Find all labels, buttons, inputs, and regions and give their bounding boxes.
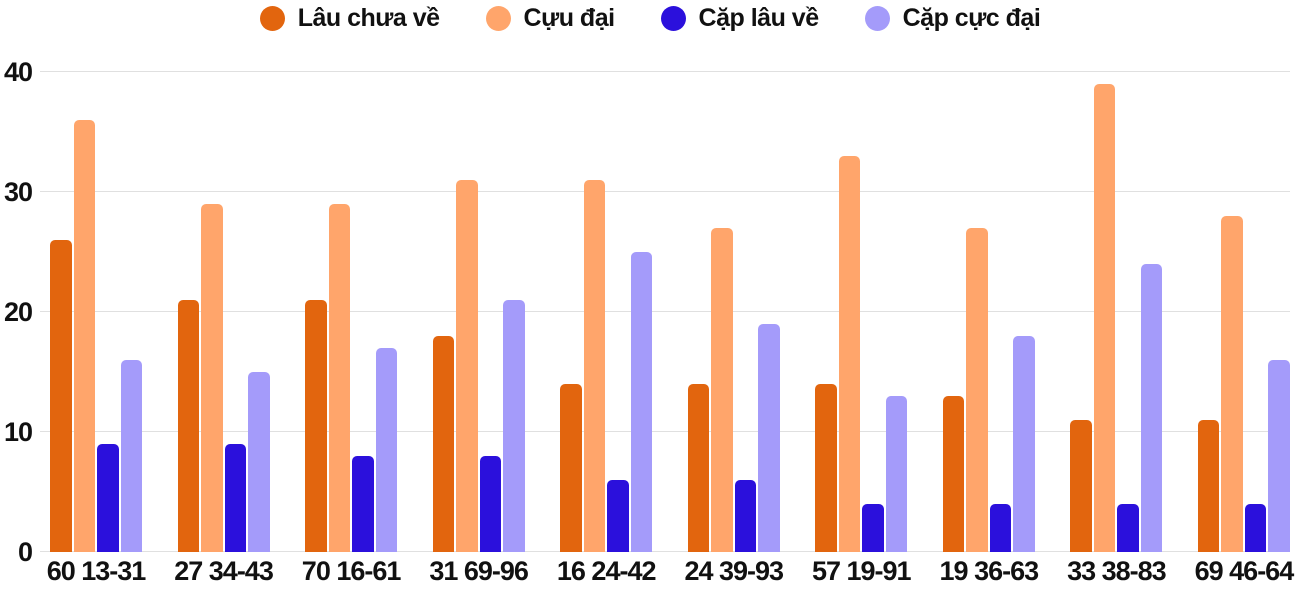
legend-dot-icon	[485, 6, 511, 31]
bar	[583, 180, 606, 552]
bar-group	[815, 72, 908, 552]
bar	[734, 480, 757, 552]
y-axis: 0 10 20 30 40	[0, 57, 33, 567]
bar-groups	[40, 72, 1290, 552]
x-axis: 60 13-31 27 34-43 70 16-61 31 69-96 16 24-42…	[40, 556, 1295, 586]
bar-group	[687, 72, 780, 552]
bar	[942, 396, 965, 552]
bar	[352, 456, 374, 552]
bar	[97, 444, 119, 552]
gridline	[40, 551, 1290, 552]
bar	[73, 120, 95, 552]
bar	[120, 360, 142, 552]
bar	[630, 252, 653, 552]
y-axis-tick-label: 20	[3, 297, 33, 327]
bar	[1140, 264, 1163, 552]
bar	[201, 204, 223, 552]
bar	[375, 348, 398, 552]
legend-item-series-4[interactable]: Cặp cực đại	[864, 4, 1041, 33]
gridline	[40, 71, 1290, 72]
x-axis-label: 60 13-31	[46, 556, 147, 586]
bar-group	[177, 72, 270, 552]
bar	[838, 156, 861, 552]
bar	[503, 300, 525, 552]
bar	[1093, 84, 1116, 552]
bar-group	[560, 72, 653, 552]
bar-group	[1070, 72, 1163, 552]
bar	[989, 504, 1012, 552]
bar	[224, 444, 247, 552]
legend-item-series-3[interactable]: Cặp lâu về	[660, 4, 820, 33]
bar	[862, 504, 884, 552]
y-axis-tick-label: 0	[17, 537, 33, 567]
y-axis-tick-label: 30	[3, 177, 33, 207]
legend-label: Cựu đại	[523, 4, 616, 32]
gridline	[40, 311, 1290, 312]
x-axis-label: 19 36-63	[939, 556, 1040, 586]
bar	[711, 228, 733, 552]
legend-dot-icon	[864, 6, 890, 31]
bar	[758, 324, 780, 552]
legend-label: Cặp cực đại	[902, 4, 1041, 32]
bar	[177, 300, 200, 552]
bar-group	[50, 72, 142, 552]
plot-area	[40, 71, 1290, 552]
bar	[456, 180, 478, 552]
bar	[50, 240, 72, 552]
bar	[885, 396, 908, 552]
bar	[815, 384, 837, 552]
x-axis-label: 27 34-43	[174, 556, 274, 586]
legend-item-series-2[interactable]: Cựu đại	[485, 4, 616, 33]
bar-group	[432, 72, 525, 552]
bar	[248, 372, 270, 552]
bar	[432, 336, 455, 552]
x-axis-label: 57 19-91	[811, 556, 912, 586]
x-axis-label: 24 39-93	[684, 556, 784, 586]
bar	[328, 204, 351, 552]
y-axis-tick-label: 10	[3, 417, 33, 447]
bar	[560, 384, 582, 552]
bar	[607, 480, 629, 552]
bar	[305, 300, 327, 552]
legend: Lâu chưa về Cựu đại Cặp lâu về Cặp cực đại	[0, 4, 1300, 33]
x-axis-label: 16 24-42	[556, 556, 657, 586]
bar	[1221, 216, 1243, 552]
bar	[687, 384, 710, 552]
legend-label: Lâu chưa về	[297, 4, 440, 32]
x-axis-label: 31 69-96	[429, 556, 529, 586]
bar	[966, 228, 988, 552]
legend-label: Cặp lâu về	[698, 4, 820, 32]
bar-group	[1197, 72, 1290, 552]
gridline	[40, 191, 1290, 192]
bar-group	[305, 72, 398, 552]
x-axis-label: 70 16-61	[301, 556, 402, 586]
legend-item-series-1[interactable]: Lâu chưa về	[259, 4, 440, 33]
x-axis-label: 69 46-64	[1194, 556, 1295, 586]
bar-group	[942, 72, 1035, 552]
bar	[1268, 360, 1290, 552]
bar	[1070, 420, 1092, 552]
bar	[1013, 336, 1035, 552]
bar	[1197, 420, 1220, 552]
bar	[479, 456, 502, 552]
gridline	[40, 431, 1290, 432]
bar	[1244, 504, 1267, 552]
x-axis-label: 33 38-83	[1067, 556, 1167, 586]
bar	[1117, 504, 1139, 552]
legend-dot-icon	[660, 6, 686, 31]
y-axis-tick-label: 40	[3, 57, 33, 87]
legend-dot-icon	[259, 6, 285, 31]
